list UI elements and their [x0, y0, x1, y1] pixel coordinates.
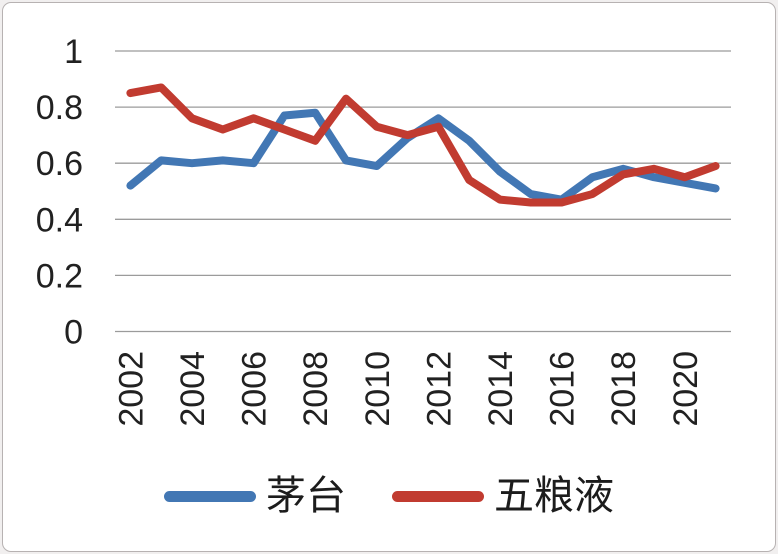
x-tick-label-2016: 2016	[544, 351, 582, 427]
x-tick-label-2002: 2002	[112, 351, 150, 427]
x-tick-label-2010: 2010	[359, 351, 397, 427]
x-tick-label-2014: 2014	[482, 351, 520, 427]
legend-swatch-maotai	[164, 490, 256, 502]
x-tick-label-2004: 2004	[174, 351, 212, 427]
legend-label-wuliangye: 五粮液	[494, 473, 614, 518]
y-tick-label-0.4: 0.4	[36, 201, 83, 239]
legend-label-maotai: 茅台	[266, 473, 346, 518]
series-lines	[126, 83, 720, 207]
x-axis-tick-labels: 2002 2004 2006 2008 2010 2012 2014 2016 2018 2020	[112, 351, 704, 427]
x-tick-label-2018: 2018	[605, 351, 643, 427]
gridlines	[115, 50, 731, 333]
x-tick-label-2008: 2008	[297, 351, 335, 427]
y-tick-label-0.2: 0.2	[36, 257, 83, 295]
y-tick-label-0.6: 0.6	[36, 145, 83, 183]
legend-item-wuliangye: 五粮液	[392, 476, 614, 516]
chart-legend: 茅台 五粮液	[3, 463, 775, 529]
legend-swatch-wuliangye	[392, 490, 484, 502]
y-axis-tick-labels: 0 0.2 0.4 0.6 0.8 1	[36, 33, 83, 352]
x-tick-label-2012: 2012	[420, 351, 458, 427]
y-tick-label-0.8: 0.8	[36, 89, 83, 127]
y-tick-label-0: 0	[64, 314, 83, 352]
x-tick-label-2020: 2020	[667, 351, 705, 427]
x-tick-label-2006: 2006	[236, 351, 274, 427]
series-line-wuliangye	[126, 83, 720, 207]
y-tick-label-1: 1	[64, 33, 83, 71]
line-chart-canvas: 00.20.40.60.81 2002 2004 2006 2008 2010 2012 2…	[36, 33, 731, 427]
legend-item-maotai: 茅台	[164, 476, 346, 516]
